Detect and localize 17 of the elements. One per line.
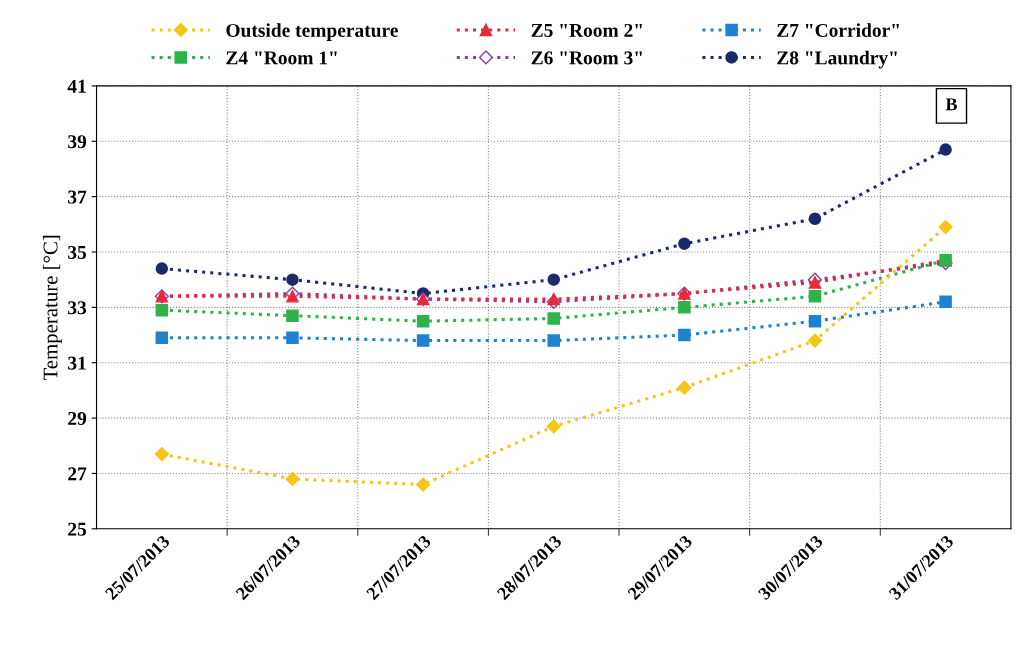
y-tick-label: 25 bbox=[68, 522, 87, 536]
y-tick-label: 33 bbox=[68, 301, 87, 315]
legend-label: Z8 "Laundry" bbox=[777, 50, 897, 69]
y-tick-label: 41 bbox=[67, 79, 86, 93]
y-tick-label: 31 bbox=[68, 356, 86, 370]
y-tick-label: 39 bbox=[68, 135, 87, 149]
legend-label: Z7 "Corridor" bbox=[777, 23, 899, 37]
legend-label: Outside temperature bbox=[226, 23, 398, 41]
y-axis-title: Temperature [°C] bbox=[42, 235, 62, 381]
legend-label: Z5 "Room 2" bbox=[531, 23, 642, 37]
y-tick-label: 27 bbox=[68, 467, 87, 481]
y-tick-label: 35 bbox=[68, 245, 87, 259]
annotation: B bbox=[945, 98, 957, 111]
y-tick-label: 37 bbox=[68, 190, 87, 204]
y-tick-label: 29 bbox=[68, 411, 87, 426]
legend-label: Z6 "Room 3" bbox=[531, 51, 642, 65]
legend-label: Z4 "Room 1" bbox=[226, 51, 337, 65]
